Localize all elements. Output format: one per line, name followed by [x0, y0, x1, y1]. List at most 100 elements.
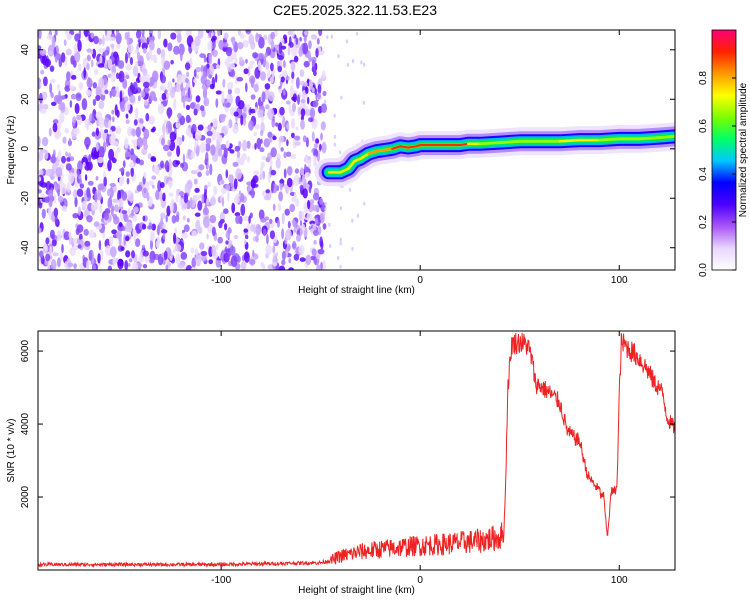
noise-speckle [72, 60, 77, 68]
noise-speckle [91, 112, 95, 125]
noise-speckle [48, 198, 53, 208]
noise-speckle [363, 201, 366, 206]
noise-speckle [264, 221, 271, 231]
noise-speckle [119, 189, 125, 197]
noise-speckle [127, 262, 131, 267]
noise-speckle [185, 30, 190, 37]
noise-speckle [103, 59, 110, 70]
noise-speckle [297, 111, 302, 117]
noise-speckle [188, 117, 192, 123]
noise-speckle [95, 127, 99, 137]
noise-speckle [157, 103, 165, 115]
noise-speckle [55, 183, 61, 194]
noise-speckle [200, 255, 208, 262]
noise-speckle [94, 116, 99, 121]
noise-speckle [281, 212, 285, 225]
noise-speckle [74, 103, 80, 114]
noise-speckle [52, 149, 56, 158]
noise-speckle [128, 258, 133, 263]
noise-speckle [48, 243, 54, 255]
noise-speckle [123, 211, 127, 221]
noise-speckle [316, 38, 320, 45]
noise-speckle [233, 253, 240, 263]
noise-speckle [267, 171, 271, 183]
noise-speckle [210, 30, 216, 37]
figure-title: C2E5.2025.322.11.53.E23 [273, 2, 437, 18]
noise-speckle [151, 223, 156, 231]
noise-speckle [187, 124, 193, 134]
noise-speckle [310, 34, 318, 40]
noise-speckle [50, 259, 57, 270]
noise-speckle [295, 198, 300, 207]
noise-speckle [267, 131, 273, 139]
noise-speckle [202, 87, 208, 99]
noise-speckle [166, 261, 171, 268]
noise-speckle [94, 130, 102, 140]
noise-speckle [41, 168, 47, 176]
noise-speckle [104, 49, 110, 56]
noise-speckle [123, 96, 129, 102]
noise-speckle [157, 163, 163, 171]
noise-speckle [179, 197, 184, 206]
noise-speckle [165, 127, 171, 135]
noise-speckle [217, 132, 222, 143]
noise-speckle [182, 153, 186, 165]
noise-speckle [219, 211, 225, 223]
noise-speckle [143, 87, 150, 92]
noise-speckle [107, 90, 113, 96]
noise-speckle [76, 174, 82, 184]
noise-speckle [210, 144, 216, 156]
noise-speckle [143, 171, 147, 179]
noise-speckle [51, 239, 57, 247]
noise-speckle [108, 133, 112, 139]
noise-speckle [304, 163, 307, 174]
noise-speckle [57, 188, 60, 197]
noise-speckle [179, 190, 183, 197]
noise-speckle [124, 137, 129, 149]
noise-speckle [130, 152, 136, 161]
noise-speckle [212, 63, 218, 70]
noise-speckle [165, 92, 170, 98]
noise-speckle [41, 197, 49, 203]
noise-speckle [245, 58, 248, 64]
noise-speckle [47, 51, 54, 56]
noise-speckle [278, 88, 283, 94]
noise-speckle [40, 255, 45, 265]
y-tick-label: 40 [20, 44, 31, 56]
noise-speckle [363, 62, 366, 67]
noise-speckle [39, 81, 43, 88]
noise-speckle [180, 162, 184, 168]
noise-speckle [129, 94, 136, 103]
noise-speckle [309, 106, 313, 115]
noise-speckle [339, 241, 342, 246]
noise-speckle [292, 240, 297, 250]
noise-speckle [204, 185, 208, 196]
noise-speckle [206, 56, 211, 64]
noise-speckle [307, 96, 310, 105]
noise-speckle [109, 54, 116, 65]
noise-speckle [204, 202, 208, 214]
noise-speckle [227, 63, 233, 73]
noise-speckle [73, 189, 78, 200]
noise-speckle [173, 122, 179, 130]
noise-speckle [81, 200, 88, 210]
noise-speckle [52, 234, 58, 245]
noise-speckle [317, 200, 322, 206]
noise-speckle [299, 220, 303, 227]
noise-speckle [42, 259, 49, 267]
noise-speckle [271, 183, 278, 194]
x-tick-label: 100 [611, 575, 628, 586]
noise-speckle [289, 203, 296, 213]
noise-speckle [219, 132, 225, 139]
noise-speckle [194, 144, 200, 155]
noise-speckle [220, 250, 226, 262]
noise-speckle [223, 147, 228, 159]
noise-speckle [141, 244, 146, 249]
noise-speckle [228, 260, 234, 267]
noise-speckle [281, 250, 286, 261]
noise-speckle [60, 200, 64, 206]
noise-speckle [276, 185, 279, 192]
noise-speckle [103, 170, 106, 183]
noise-speckle [165, 120, 172, 133]
noise-speckle [106, 30, 112, 37]
